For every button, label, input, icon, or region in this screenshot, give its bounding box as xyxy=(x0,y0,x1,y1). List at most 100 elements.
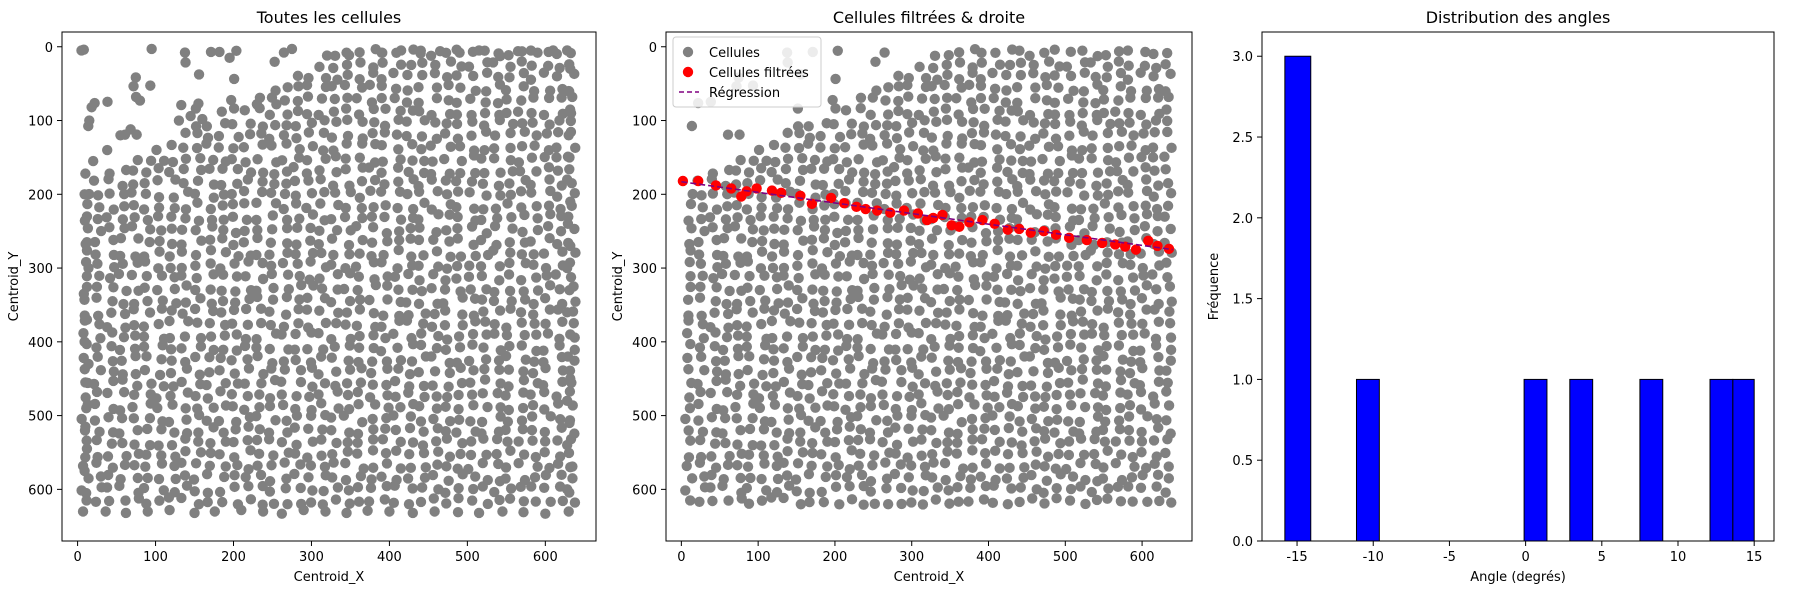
cell-point xyxy=(367,379,379,390)
cell-point xyxy=(1153,180,1164,191)
cell-point xyxy=(907,381,918,392)
cell-point xyxy=(968,117,979,128)
cell-point xyxy=(79,336,90,348)
cell-point xyxy=(193,427,204,438)
cell-point xyxy=(325,296,337,308)
cell-point xyxy=(375,186,387,197)
legend-marker xyxy=(682,46,694,58)
cell-point xyxy=(695,258,707,269)
cell-point xyxy=(488,153,500,164)
cell-point xyxy=(916,398,927,409)
cell-point xyxy=(455,362,466,374)
cell-point xyxy=(859,368,870,380)
cell-point xyxy=(278,47,290,58)
cell-point xyxy=(891,190,902,201)
cell-point xyxy=(1165,344,1177,356)
cell-point xyxy=(981,363,992,375)
y-tick-label: 1.5 xyxy=(1232,293,1253,308)
cell-point xyxy=(333,307,344,318)
cell-point xyxy=(439,305,451,316)
cell-point xyxy=(392,162,404,173)
cell-point xyxy=(428,413,439,425)
cell-point xyxy=(1038,487,1049,499)
cell-point xyxy=(942,389,953,401)
cell-point xyxy=(282,247,293,259)
cell-point xyxy=(413,366,424,378)
cell-point xyxy=(1001,85,1012,96)
cell-point xyxy=(252,350,263,362)
cell-point xyxy=(351,320,363,332)
x-tick-label: 500 xyxy=(1053,550,1078,565)
cell-point xyxy=(730,401,741,413)
cell-point xyxy=(1004,251,1016,262)
cell-point xyxy=(1015,69,1027,81)
cell-point xyxy=(1030,403,1041,414)
cell-point xyxy=(528,92,539,103)
cell-point xyxy=(1025,321,1036,333)
cell-point xyxy=(413,106,425,117)
cell-point xyxy=(991,162,1003,173)
cell-point xyxy=(283,284,295,295)
cell-point xyxy=(166,238,178,250)
cell-point xyxy=(967,445,978,456)
cell-point xyxy=(1129,461,1140,472)
cell-point xyxy=(278,356,290,367)
cell-point xyxy=(844,464,855,475)
cell-point xyxy=(232,178,243,190)
cell-point xyxy=(1127,272,1139,283)
cell-point xyxy=(963,496,974,507)
cell-point xyxy=(270,119,281,131)
cell-point xyxy=(551,142,562,153)
cell-point xyxy=(392,342,403,354)
cell-point xyxy=(761,381,772,392)
cell-point xyxy=(1006,203,1018,215)
cell-point xyxy=(319,186,330,198)
cell-point xyxy=(455,82,466,93)
cell-point xyxy=(941,378,953,389)
cell-point xyxy=(180,297,192,308)
cell-point xyxy=(686,120,698,132)
cell-point xyxy=(539,151,550,163)
cell-point xyxy=(451,273,462,284)
cell-point xyxy=(1039,47,1050,58)
cell-point xyxy=(157,295,168,306)
cell-point xyxy=(1050,260,1061,272)
cell-point xyxy=(477,457,488,469)
cell-point xyxy=(365,185,376,197)
y-tick-label: 0 xyxy=(45,41,53,56)
cell-point xyxy=(169,202,180,214)
cell-point xyxy=(1162,377,1173,388)
cell-point xyxy=(107,356,119,367)
cell-point xyxy=(545,185,556,197)
cell-point xyxy=(316,93,328,104)
cell-point xyxy=(919,378,931,389)
cell-point xyxy=(807,447,818,459)
cell-point xyxy=(192,175,204,187)
cell-point xyxy=(733,368,744,380)
cell-point xyxy=(1147,269,1158,280)
cell-point xyxy=(717,428,728,439)
y-tick-label: 0.0 xyxy=(1232,535,1253,550)
cell-point xyxy=(1006,483,1017,494)
cell-point xyxy=(830,258,842,269)
cell-point xyxy=(257,167,269,178)
cell-point xyxy=(913,238,925,250)
cell-point xyxy=(902,304,913,315)
cell-point xyxy=(919,186,930,198)
cell-point xyxy=(227,198,239,210)
cell-point xyxy=(1091,494,1103,506)
cell-point xyxy=(407,284,418,296)
cell-point xyxy=(756,246,768,257)
cell-point xyxy=(1030,342,1041,354)
cell-point xyxy=(693,415,704,426)
cell-point xyxy=(1087,220,1098,232)
cell-point xyxy=(491,448,502,460)
cell-point xyxy=(994,59,1006,70)
cell-point xyxy=(944,340,955,351)
cell-point xyxy=(1002,448,1014,460)
cell-point xyxy=(528,249,539,260)
cell-point xyxy=(914,165,925,176)
cell-point xyxy=(554,340,565,351)
cell-point xyxy=(475,261,487,272)
cell-point xyxy=(722,308,734,320)
